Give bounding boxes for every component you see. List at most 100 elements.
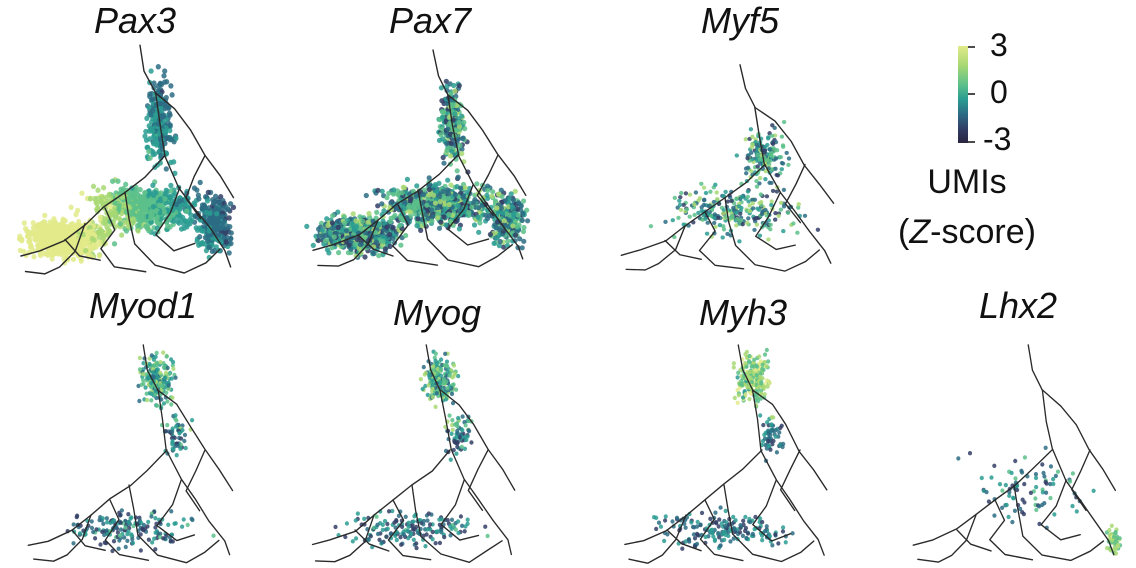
cell-point [353,224,360,230]
cell-point [757,175,763,181]
cell-point [429,207,435,213]
cell-point [763,207,768,212]
cell-point [153,354,158,359]
cell-point [786,156,792,161]
cell-point [110,178,116,184]
cell-point [687,214,692,219]
cell-point [60,235,66,241]
cell-point [511,212,517,218]
cell-point [429,218,435,224]
cell-point [444,141,450,147]
cell-point [702,198,707,203]
cell-point [773,156,779,161]
cell-point [326,250,332,256]
cell-point [411,519,416,524]
cell-point [433,404,438,409]
cell-point [513,232,519,238]
cell-point [135,228,141,234]
cell-point [201,241,207,247]
cell-point [154,363,159,368]
cell-point [449,517,455,522]
cell-point [442,534,447,540]
cell-point [161,536,166,541]
cell-point [729,213,735,218]
cell-point [95,187,101,193]
cell-point [452,88,458,94]
cell-point [147,155,153,161]
cell-point [94,195,100,202]
cell-point [51,234,57,240]
cell-point [501,218,507,224]
cell-point [139,382,144,387]
cell-point [648,224,654,229]
cell-point [173,135,179,142]
cell-point [403,514,408,519]
cell-point [150,182,156,189]
cell-point [87,243,93,250]
cell-point [161,209,167,215]
cell-point [97,517,102,523]
cell-point [763,177,768,182]
cell-point [201,203,208,209]
cell-point [128,516,133,521]
cell-point [170,192,176,199]
cell-point [101,232,107,239]
cell-point [74,514,79,520]
cell-point [46,248,52,254]
cell-point [73,211,79,218]
cell-point [224,223,230,229]
cell-point [432,200,438,206]
cell-point [411,537,416,542]
cell-point [214,210,220,217]
cell-point [218,194,224,200]
cell-point [180,427,185,433]
cell-point [405,528,410,534]
cell-point [786,162,791,167]
cell-point [454,435,459,440]
cell-point [122,535,127,540]
cell-point [464,437,469,443]
cell-point [82,241,88,247]
cell-point [168,182,174,189]
cell-point [773,166,778,171]
cell-point [683,191,689,196]
cell-point [357,214,363,220]
cell-point [87,196,93,202]
cell-point [773,217,778,222]
cell-point [128,192,134,199]
cell-point [384,224,390,230]
cell-point [42,212,48,219]
cell-point [737,218,742,223]
cell-point [162,105,168,112]
cell-point [723,189,728,194]
cell-point [65,229,71,236]
cell-point [48,223,55,230]
cell-point [374,514,379,519]
cell-point [450,418,455,423]
cell-point [191,185,198,191]
cell-point [165,422,170,428]
cell-point [802,213,808,218]
cell-point [123,228,130,234]
cell-point [90,183,97,190]
trajectory-branch [156,389,234,492]
cell-point [764,194,770,199]
cell-point [717,223,723,228]
cell-point [476,229,482,235]
cell-point [679,190,684,196]
embedding-panel-myf5 [620,64,835,272]
cell-point [421,518,426,524]
cell-point [421,192,427,198]
cell-point [387,231,393,238]
cell-point [460,135,466,142]
cell-point [406,524,411,529]
cell-point [403,232,409,239]
cell-point [439,517,444,522]
cell-point [430,394,435,400]
cell-point [734,210,739,215]
cell-point [456,83,462,89]
cell-point [182,432,188,438]
cell-point [123,525,128,530]
cell-point [445,195,451,201]
cell-point [319,227,325,233]
